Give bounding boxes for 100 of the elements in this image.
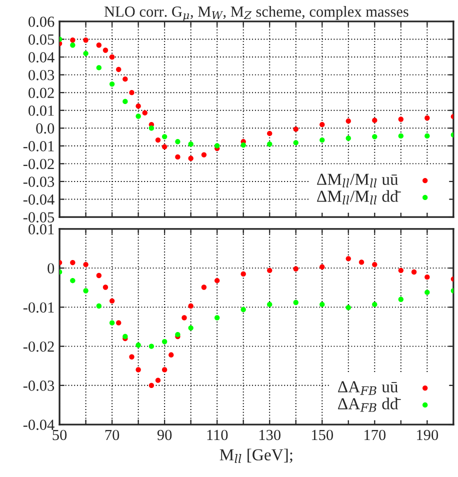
y-tick-label: 0.02: [28, 88, 54, 98]
point: [116, 66, 122, 72]
point: [372, 134, 378, 140]
point: [424, 290, 430, 295]
point: [411, 269, 417, 275]
point: [320, 302, 325, 308]
point: [293, 126, 298, 132]
point: [102, 48, 108, 53]
y-tick-label: 0.06: [28, 16, 54, 27]
point: [109, 81, 115, 87]
y-tick-label: -0.04: [23, 420, 54, 430]
x-tick-label: 190: [417, 430, 438, 440]
point: [148, 126, 154, 131]
point: [155, 378, 161, 383]
point: [83, 50, 88, 56]
y-tick-label: -0.02: [23, 158, 54, 170]
point: [136, 367, 141, 372]
point: [129, 90, 134, 96]
point: [122, 98, 128, 104]
point: [398, 268, 404, 274]
point: [346, 118, 351, 124]
point: [96, 272, 102, 278]
x-tick-label: 50: [52, 430, 67, 440]
point: [293, 300, 298, 306]
x-tick-label: 130: [259, 430, 280, 440]
legend-label: ΔM$_{ll}$/M$_{ll}$ uū: [317, 174, 398, 188]
y-tick-label: -0.01: [23, 141, 54, 152]
legend-label: ΔA$_{FB}$ uū: [338, 381, 398, 395]
point: [320, 122, 325, 128]
point: [136, 342, 141, 348]
point: [346, 136, 351, 141]
point: [155, 137, 161, 143]
point: [358, 260, 364, 265]
x-tick-label: 150: [312, 430, 334, 440]
y-tick-label: 0.01: [28, 224, 54, 234]
point: [188, 156, 194, 161]
y-tick-label: -0.02: [23, 341, 54, 352]
legend-label: ΔA$_{FB}$ dd̄: [338, 398, 401, 412]
point: [214, 143, 220, 148]
point: [201, 152, 207, 158]
point: [83, 262, 88, 268]
y-tick-label: 0.04: [28, 52, 54, 63]
point: [175, 154, 180, 160]
point: [96, 303, 102, 309]
point: [96, 65, 102, 70]
x-axis-title: M$_{ll}$ [GeV];: [220, 448, 292, 463]
point: [240, 271, 246, 277]
point: [168, 352, 174, 358]
point: [398, 116, 404, 122]
point: [398, 133, 404, 139]
point: [346, 256, 351, 262]
y-tick-label: 0.0: [36, 123, 54, 134]
point: [293, 140, 298, 146]
y-tick-label: 0.03: [28, 70, 54, 80]
chart-title: NLO corr. G$_{μ}$, M$_{W}$, M$_{Z}$ scheme, complex masses: [104, 6, 408, 22]
point: [109, 54, 115, 60]
point: [372, 262, 378, 268]
point: [175, 139, 180, 144]
point: [214, 278, 220, 284]
point: [116, 320, 122, 326]
y-tick-label: -0.03: [23, 380, 54, 391]
y-tick-label: -0.03: [23, 176, 54, 187]
point: [96, 42, 102, 48]
point: [102, 284, 108, 290]
point: [201, 284, 207, 290]
point: [83, 288, 88, 294]
point: [162, 339, 168, 344]
y-tick-label: -0.05: [23, 212, 54, 223]
point: [424, 133, 430, 139]
x-tick-label: 170: [364, 430, 386, 440]
y-tick-label: 0.05: [28, 34, 54, 45]
point: [320, 137, 325, 143]
point: [372, 302, 378, 308]
y-tick-label: -0.01: [23, 302, 54, 313]
point: [188, 142, 194, 147]
point: [188, 325, 194, 331]
point: [162, 144, 168, 150]
point: [240, 142, 246, 148]
legend-label: ΔM$_{ll}$/M$_{ll}$ dd̄: [317, 190, 401, 204]
x-tick-label: 110: [207, 430, 228, 440]
x-tick-label: 70: [105, 430, 120, 440]
point: [267, 142, 272, 147]
point: [162, 134, 168, 140]
y-tick-label: 0: [48, 263, 54, 274]
point: [162, 367, 168, 372]
point: [320, 264, 325, 270]
point: [109, 320, 115, 326]
y-tick-label: -0.04: [23, 194, 54, 205]
point: [346, 304, 351, 310]
point: [83, 38, 88, 43]
y-tick-label: 0.01: [28, 106, 54, 116]
point: [182, 315, 187, 320]
point: [70, 42, 76, 48]
point: [424, 274, 430, 280]
point: [122, 76, 128, 82]
point: [148, 382, 154, 388]
point: [293, 266, 298, 272]
point: [372, 118, 378, 123]
point: [70, 38, 76, 43]
point: [214, 315, 220, 320]
